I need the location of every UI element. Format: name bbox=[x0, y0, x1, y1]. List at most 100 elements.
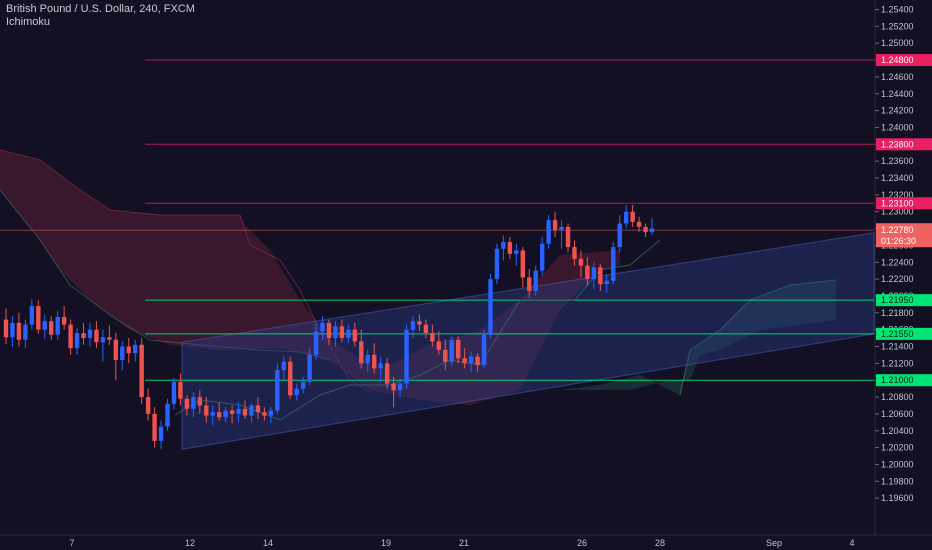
price-axis[interactable]: 1.25400 1.25200 1.25000 1.24800 1.24600 1.244… bbox=[874, 0, 932, 535]
candle-body bbox=[42, 321, 47, 330]
candle-body bbox=[191, 397, 196, 409]
candle-body bbox=[74, 333, 80, 349]
candle bbox=[520, 247, 525, 288]
y-tick-label: 1.25400 bbox=[881, 5, 914, 15]
senkou-span-a-line bbox=[0, 189, 331, 361]
candle-body bbox=[430, 333, 435, 342]
candle bbox=[145, 388, 151, 421]
candle-body bbox=[223, 410, 228, 418]
candle bbox=[10, 316, 15, 348]
candle bbox=[23, 319, 28, 349]
candle-body bbox=[494, 248, 500, 280]
candle-body bbox=[139, 344, 144, 398]
candle-body bbox=[94, 329, 99, 343]
candle bbox=[404, 324, 409, 389]
candle-body bbox=[546, 220, 551, 244]
y-tick-label: 1.21200 bbox=[881, 358, 914, 368]
candle-body bbox=[242, 408, 248, 416]
y-tick-label: 1.24400 bbox=[881, 89, 914, 99]
candle bbox=[16, 312, 22, 347]
candle-body bbox=[372, 354, 377, 369]
candle bbox=[533, 265, 538, 296]
candle-body bbox=[171, 381, 177, 404]
candle-body bbox=[236, 408, 241, 414]
candle-body bbox=[61, 317, 67, 325]
indicator-label: Ichimoku bbox=[6, 16, 51, 28]
candle bbox=[61, 306, 67, 330]
countdown-label: 01:26:30 bbox=[881, 236, 916, 246]
candle bbox=[74, 327, 80, 355]
candle bbox=[630, 204, 635, 227]
candle-body bbox=[507, 242, 513, 254]
x-tick-label: 19 bbox=[381, 538, 391, 548]
level-tag-resistance bbox=[876, 138, 932, 151]
candle-body bbox=[456, 339, 461, 359]
candle-body bbox=[339, 326, 345, 339]
level-tag-resistance bbox=[876, 197, 932, 210]
candle bbox=[300, 376, 306, 394]
candle bbox=[29, 299, 35, 330]
candle bbox=[249, 403, 254, 423]
candle bbox=[507, 236, 513, 259]
y-tick-label: 1.20000 bbox=[881, 459, 914, 469]
candle-body bbox=[313, 331, 319, 355]
candle-body bbox=[288, 361, 293, 396]
candle bbox=[384, 358, 390, 389]
candle-body bbox=[443, 349, 448, 362]
level-tag-support bbox=[876, 294, 932, 307]
y-tick-label: 1.21800 bbox=[881, 308, 914, 318]
candle bbox=[468, 351, 474, 372]
candle-body bbox=[417, 321, 422, 325]
candle-body bbox=[384, 363, 390, 384]
y-tick-label: 1.25000 bbox=[881, 38, 914, 48]
candle bbox=[3, 308, 9, 344]
candle-body bbox=[216, 412, 222, 418]
candle-body bbox=[300, 381, 306, 389]
candle-body bbox=[559, 226, 564, 231]
future-span-a-line bbox=[679, 279, 837, 396]
candle-body bbox=[578, 258, 584, 266]
candle-body bbox=[533, 270, 538, 291]
candle bbox=[294, 383, 299, 401]
time-axis[interactable]: 7 12 14 19 21 26 28 Sep 4 bbox=[0, 534, 932, 550]
y-tick-label: 1.23200 bbox=[881, 190, 914, 200]
candle bbox=[184, 395, 190, 416]
candle bbox=[359, 329, 364, 369]
candle-body bbox=[16, 322, 22, 340]
candle bbox=[514, 243, 519, 266]
candle bbox=[604, 274, 609, 293]
candle bbox=[216, 402, 222, 421]
candle-body bbox=[165, 403, 170, 427]
candle-body bbox=[475, 356, 480, 366]
candle-body bbox=[107, 337, 112, 340]
candle-body bbox=[326, 322, 332, 339]
y-tick-label: 1.20800 bbox=[881, 392, 914, 402]
candle-body bbox=[158, 426, 164, 441]
candle bbox=[572, 240, 577, 266]
candle bbox=[36, 300, 41, 334]
candle bbox=[430, 324, 435, 347]
candle bbox=[320, 316, 325, 340]
candle-body bbox=[552, 220, 558, 231]
level-tag-support bbox=[876, 374, 932, 387]
candle bbox=[313, 322, 319, 360]
candle bbox=[81, 322, 86, 345]
y-tick-label: 1.21400 bbox=[881, 342, 914, 352]
candle bbox=[307, 348, 312, 386]
candle bbox=[346, 324, 351, 344]
candle bbox=[152, 407, 157, 448]
candle-body bbox=[468, 356, 474, 364]
level-tag-label: 1.21550 bbox=[881, 329, 914, 339]
candle bbox=[158, 420, 164, 450]
candle bbox=[100, 329, 106, 362]
chart-legend: British Pound / U.S. Dollar, 240, FXCM I… bbox=[6, 3, 195, 29]
candle bbox=[275, 363, 280, 414]
candle bbox=[94, 321, 99, 349]
candle-body bbox=[126, 346, 131, 354]
candle bbox=[352, 322, 358, 347]
time-axis-bg bbox=[0, 535, 932, 550]
candle-body bbox=[623, 211, 629, 224]
x-tick-label: 28 bbox=[655, 538, 665, 548]
